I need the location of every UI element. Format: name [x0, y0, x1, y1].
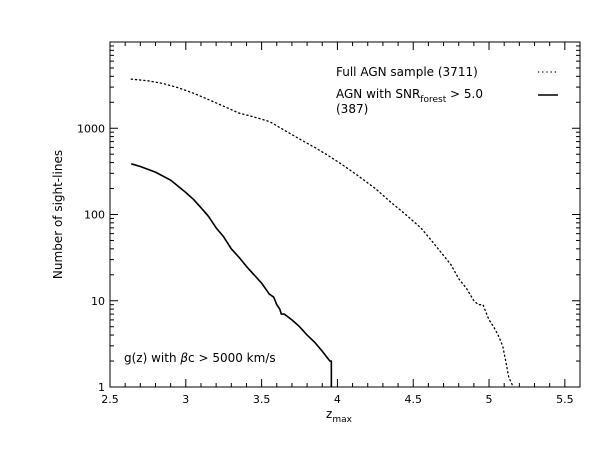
series-group — [130, 78, 514, 388]
y-axis-title: Number of sight-lines — [51, 150, 65, 279]
x-tick-label: 2.5 — [101, 393, 119, 406]
series-full-agn-sample — [130, 78, 514, 388]
axis-ticks — [109, 42, 581, 388]
legend-entry-snr-subsample: AGN with SNRforest > 5.0 — [336, 87, 483, 105]
axis-tick-labels: 2.5 3 3.5 4 4.5 5 5.5 1 10 100 1000 — [77, 122, 574, 406]
x-tick-label: 4.5 — [404, 393, 422, 406]
x-tick-label: 3 — [182, 393, 189, 406]
annotation-prefix: g(z) with — [124, 351, 180, 365]
y-tick-label: 10 — [91, 295, 105, 308]
x-axis-title-main: z — [326, 407, 332, 421]
x-tick-label: 5 — [486, 393, 493, 406]
x-tick-label: 3.5 — [253, 393, 271, 406]
y-tick-label: 100 — [84, 209, 105, 222]
annotation-suffix: c > 5000 km/s — [188, 351, 276, 365]
legend-entry-snr-count: (387) — [336, 102, 368, 116]
x-axis-title: zmax — [326, 407, 353, 425]
legend-entry-snr-tail: > 5.0 — [446, 87, 483, 101]
annotation-velocity-cut: g(z) with βc > 5000 km/s — [124, 351, 276, 365]
x-tick-label: 4 — [334, 393, 341, 406]
series-snr-subsample — [131, 163, 333, 387]
legend-entry-full-sample: Full AGN sample (3711) — [336, 65, 478, 79]
legend-entry-snr-main: AGN with SNR — [336, 87, 420, 101]
legend-entry-snr-sub: forest — [420, 95, 446, 105]
x-axis-title-sub: max — [332, 415, 352, 425]
annotation-beta-symbol: β — [179, 351, 188, 365]
x-tick-label: 5.5 — [556, 393, 574, 406]
y-tick-label: 1000 — [77, 122, 105, 135]
y-tick-label: 1 — [98, 381, 105, 394]
legend: Full AGN sample (3711) AGN with SNRfores… — [336, 65, 558, 116]
